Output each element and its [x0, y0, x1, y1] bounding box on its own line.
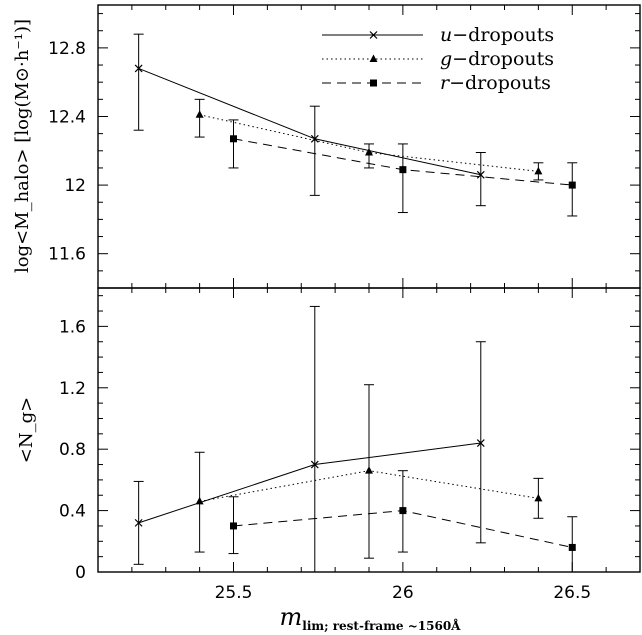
error-bar: [228, 119, 239, 169]
y-tick-label: 0: [75, 563, 86, 583]
x-tick-label: 25.5: [215, 583, 253, 603]
data-point-g: [534, 493, 543, 502]
data-point-g: [195, 110, 204, 118]
panels-layer: 11.6 12 12.4 12.8 0 0.4 0.8 1.2 1.6: [48, 4, 641, 583]
data-point-r: [399, 507, 407, 515]
data-point-g: [195, 496, 204, 505]
data-point-u: [310, 134, 319, 143]
legend-label-g: g−dropouts: [440, 48, 554, 70]
x-tick-label: 26.5: [553, 583, 591, 603]
legend-entry-u: u−dropouts: [322, 24, 554, 46]
y-tick-label: 0.4: [59, 502, 86, 522]
series-r-top: [228, 119, 578, 217]
panel-bottom: 0 0.4 0.8 1.2 1.6: [59, 287, 641, 583]
error-bar: [133, 33, 144, 131]
data-point-u-stroke: [310, 134, 319, 143]
error-bar: [397, 143, 408, 214]
series-line-u: [138, 442, 481, 524]
data-point-g: [534, 166, 543, 175]
data-point-r: [230, 522, 237, 530]
legend-label-suffix: −dropouts: [452, 48, 554, 70]
data-point-g: [365, 148, 373, 156]
legend-label-u: u−dropouts: [440, 24, 554, 46]
x-axis-label: mlim; rest-frame ~1560Å: [280, 603, 462, 633]
y-axis-label-bottom: <N_g>: [16, 397, 37, 463]
data-point-r: [230, 135, 237, 143]
series-r-bottom: [228, 470, 578, 572]
error-bar: [194, 98, 205, 138]
legend-entry-r: r−dropouts: [322, 72, 551, 94]
data-point-u: [310, 460, 319, 469]
series-g-bottom: [194, 384, 544, 559]
x-axis-label-sub: lim; rest-frame ~1560Å: [302, 618, 461, 633]
legend-marker-u: [369, 31, 378, 39]
legend-label-r: r−dropouts: [440, 72, 551, 94]
legend-label-letter: g: [440, 48, 452, 70]
y-tick-label: 11.6: [48, 245, 86, 265]
y-tick-label: 1.6: [59, 317, 86, 337]
y-tick-label: 1.2: [59, 379, 86, 399]
data-point-u-stroke: [134, 518, 143, 527]
data-point-u-stroke: [310, 460, 319, 469]
data-point-g: [365, 466, 373, 474]
y-tick-label: 12.8: [48, 39, 86, 59]
legend-marker-r: [370, 79, 377, 87]
data-point-r: [399, 166, 407, 174]
data-point-u: [134, 518, 143, 527]
error-bar: [475, 152, 486, 207]
legend-entry-g: g−dropouts: [322, 48, 554, 70]
y-axis-label-top: log<M_halo> [log(M⊙·h⁻¹)]: [12, 19, 33, 273]
data-point-u: [134, 64, 143, 73]
error-bar: [309, 305, 320, 572]
y-tick-label: 0.8: [59, 440, 86, 460]
data-point-u: [476, 439, 485, 447]
legend-label-letter: u: [440, 24, 452, 46]
legend-label-suffix: −dropouts: [449, 72, 551, 94]
data-point-u: [476, 170, 485, 179]
x-axis-label-main: m: [280, 603, 303, 631]
data-point-u-stroke: [476, 170, 485, 179]
series-u-bottom: [133, 305, 486, 572]
data-point-r: [568, 181, 576, 189]
legend-label-suffix: −dropouts: [452, 24, 554, 46]
x-tick-label: 26: [392, 583, 414, 603]
legend-label-letter: r: [440, 72, 451, 94]
error-bar: [309, 105, 320, 196]
error-bar: [567, 162, 578, 217]
y-tick-label: 12: [64, 176, 86, 196]
data-point-u-stroke: [134, 64, 143, 73]
y-tick-label: 12.4: [48, 107, 86, 127]
legend-marker-u-stroke: [369, 31, 378, 39]
series-u-top: [133, 33, 486, 207]
axis-labels: 25.5 26 26.5 mlim; rest-frame ~1560Å log<M_h…: [12, 19, 591, 633]
legend-marker-g: [369, 54, 378, 62]
data-point-r: [568, 543, 576, 551]
data-point-u-stroke: [476, 439, 485, 447]
